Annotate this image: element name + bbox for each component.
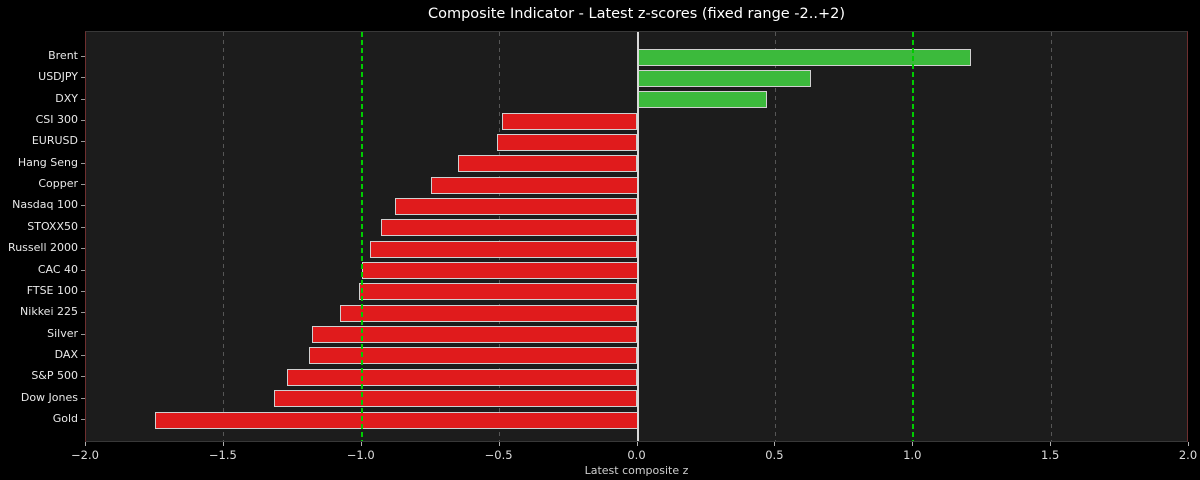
bar — [637, 69, 812, 87]
y-tick-mark — [81, 419, 85, 420]
y-tick-label: Nikkei 225 — [20, 305, 78, 319]
y-tick-label: STOXX50 — [27, 219, 78, 233]
gridline — [1050, 32, 1052, 441]
x-tick-mark — [360, 442, 362, 446]
y-tick-mark — [81, 248, 85, 250]
x-tick-label: 2.0 — [1178, 448, 1198, 462]
y-tick-label: Nasdaq 100 — [12, 198, 78, 212]
bar — [502, 112, 638, 130]
bar — [496, 133, 638, 151]
y-tick-mark — [81, 98, 85, 100]
y-tick-label: USDJPY — [38, 70, 78, 84]
y-tick-mark — [81, 162, 85, 164]
bar — [458, 155, 638, 173]
bar — [381, 219, 638, 237]
x-tick-label: 1.5 — [1040, 448, 1060, 462]
y-tick-mark — [81, 226, 85, 228]
bar — [273, 390, 638, 408]
y-tick-label: Dow Jones — [20, 390, 78, 404]
bar — [361, 262, 638, 280]
y-tick-mark — [81, 77, 85, 79]
y-tick-label: CSI 300 — [35, 113, 78, 127]
x-tick-label: −1.0 — [346, 448, 375, 462]
x-tick-mark — [85, 442, 86, 446]
y-tick-label: EURUSD — [31, 134, 78, 148]
y-tick-mark — [81, 376, 85, 378]
y-tick-label: Hang Seng — [17, 155, 78, 169]
y-tick-mark — [81, 141, 85, 143]
bar — [430, 176, 638, 194]
gridline — [223, 32, 225, 441]
bar — [339, 304, 638, 322]
y-tick-label: S&P 500 — [31, 369, 78, 383]
y-tick-mark — [81, 333, 85, 335]
y-tick-label: Gold — [52, 412, 78, 425]
y-tick-mark — [81, 290, 85, 292]
bar — [637, 91, 768, 109]
bar — [309, 347, 638, 365]
x-tick-label: −1.5 — [208, 448, 237, 462]
bar — [394, 197, 638, 215]
bar — [154, 411, 638, 429]
threshold-line — [912, 32, 915, 441]
y-tick-mark — [81, 56, 85, 57]
x-tick-mark — [1188, 442, 1189, 446]
y-tick-label: CAC 40 — [37, 262, 78, 276]
bar — [358, 283, 638, 301]
y-tick-label: DAX — [54, 347, 78, 361]
y-tick-mark — [81, 354, 85, 356]
x-tick-label: 0.0 — [627, 448, 646, 462]
y-tick-mark — [81, 312, 85, 314]
bar — [370, 240, 638, 258]
plot-area — [85, 31, 1188, 442]
x-tick-label: 1.0 — [903, 448, 922, 462]
x-tick-mark — [498, 442, 500, 446]
threshold-line — [360, 32, 363, 441]
x-tick-mark — [1050, 442, 1052, 446]
y-tick-mark — [81, 269, 85, 271]
x-tick-label: −2.0 — [71, 448, 99, 462]
y-tick-mark — [81, 205, 85, 207]
y-tick-mark — [81, 120, 85, 122]
y-tick-label: Silver — [47, 326, 78, 340]
y-tick-label: DXY — [55, 91, 78, 105]
y-tick-mark — [81, 184, 85, 186]
bar — [287, 368, 638, 386]
chart-title: Composite Indicator - Latest z-scores (f… — [427, 6, 846, 22]
x-tick-mark — [912, 442, 914, 446]
x-tick-mark — [774, 442, 776, 446]
gridline — [499, 32, 501, 441]
x-tick-mark — [636, 442, 638, 446]
y-tick-label: Russell 2000 — [8, 241, 78, 255]
x-tick-mark — [222, 442, 224, 446]
y-tick-label: Copper — [38, 177, 78, 191]
y-tick-mark — [81, 397, 85, 399]
y-axis-labels: Brent USDJPY DXY CSI 300 EURUSD Hang Seng Copp… — [0, 31, 85, 442]
zero-line — [636, 32, 639, 441]
x-tick-label: −0.5 — [484, 448, 513, 462]
gridline — [774, 32, 776, 441]
x-tick-label: 0.5 — [765, 448, 784, 462]
x-axis-label: Latest composite z — [584, 464, 689, 477]
y-tick-label: FTSE 100 — [26, 283, 78, 297]
y-tick-label: Brent — [48, 49, 78, 62]
bar — [637, 48, 972, 66]
